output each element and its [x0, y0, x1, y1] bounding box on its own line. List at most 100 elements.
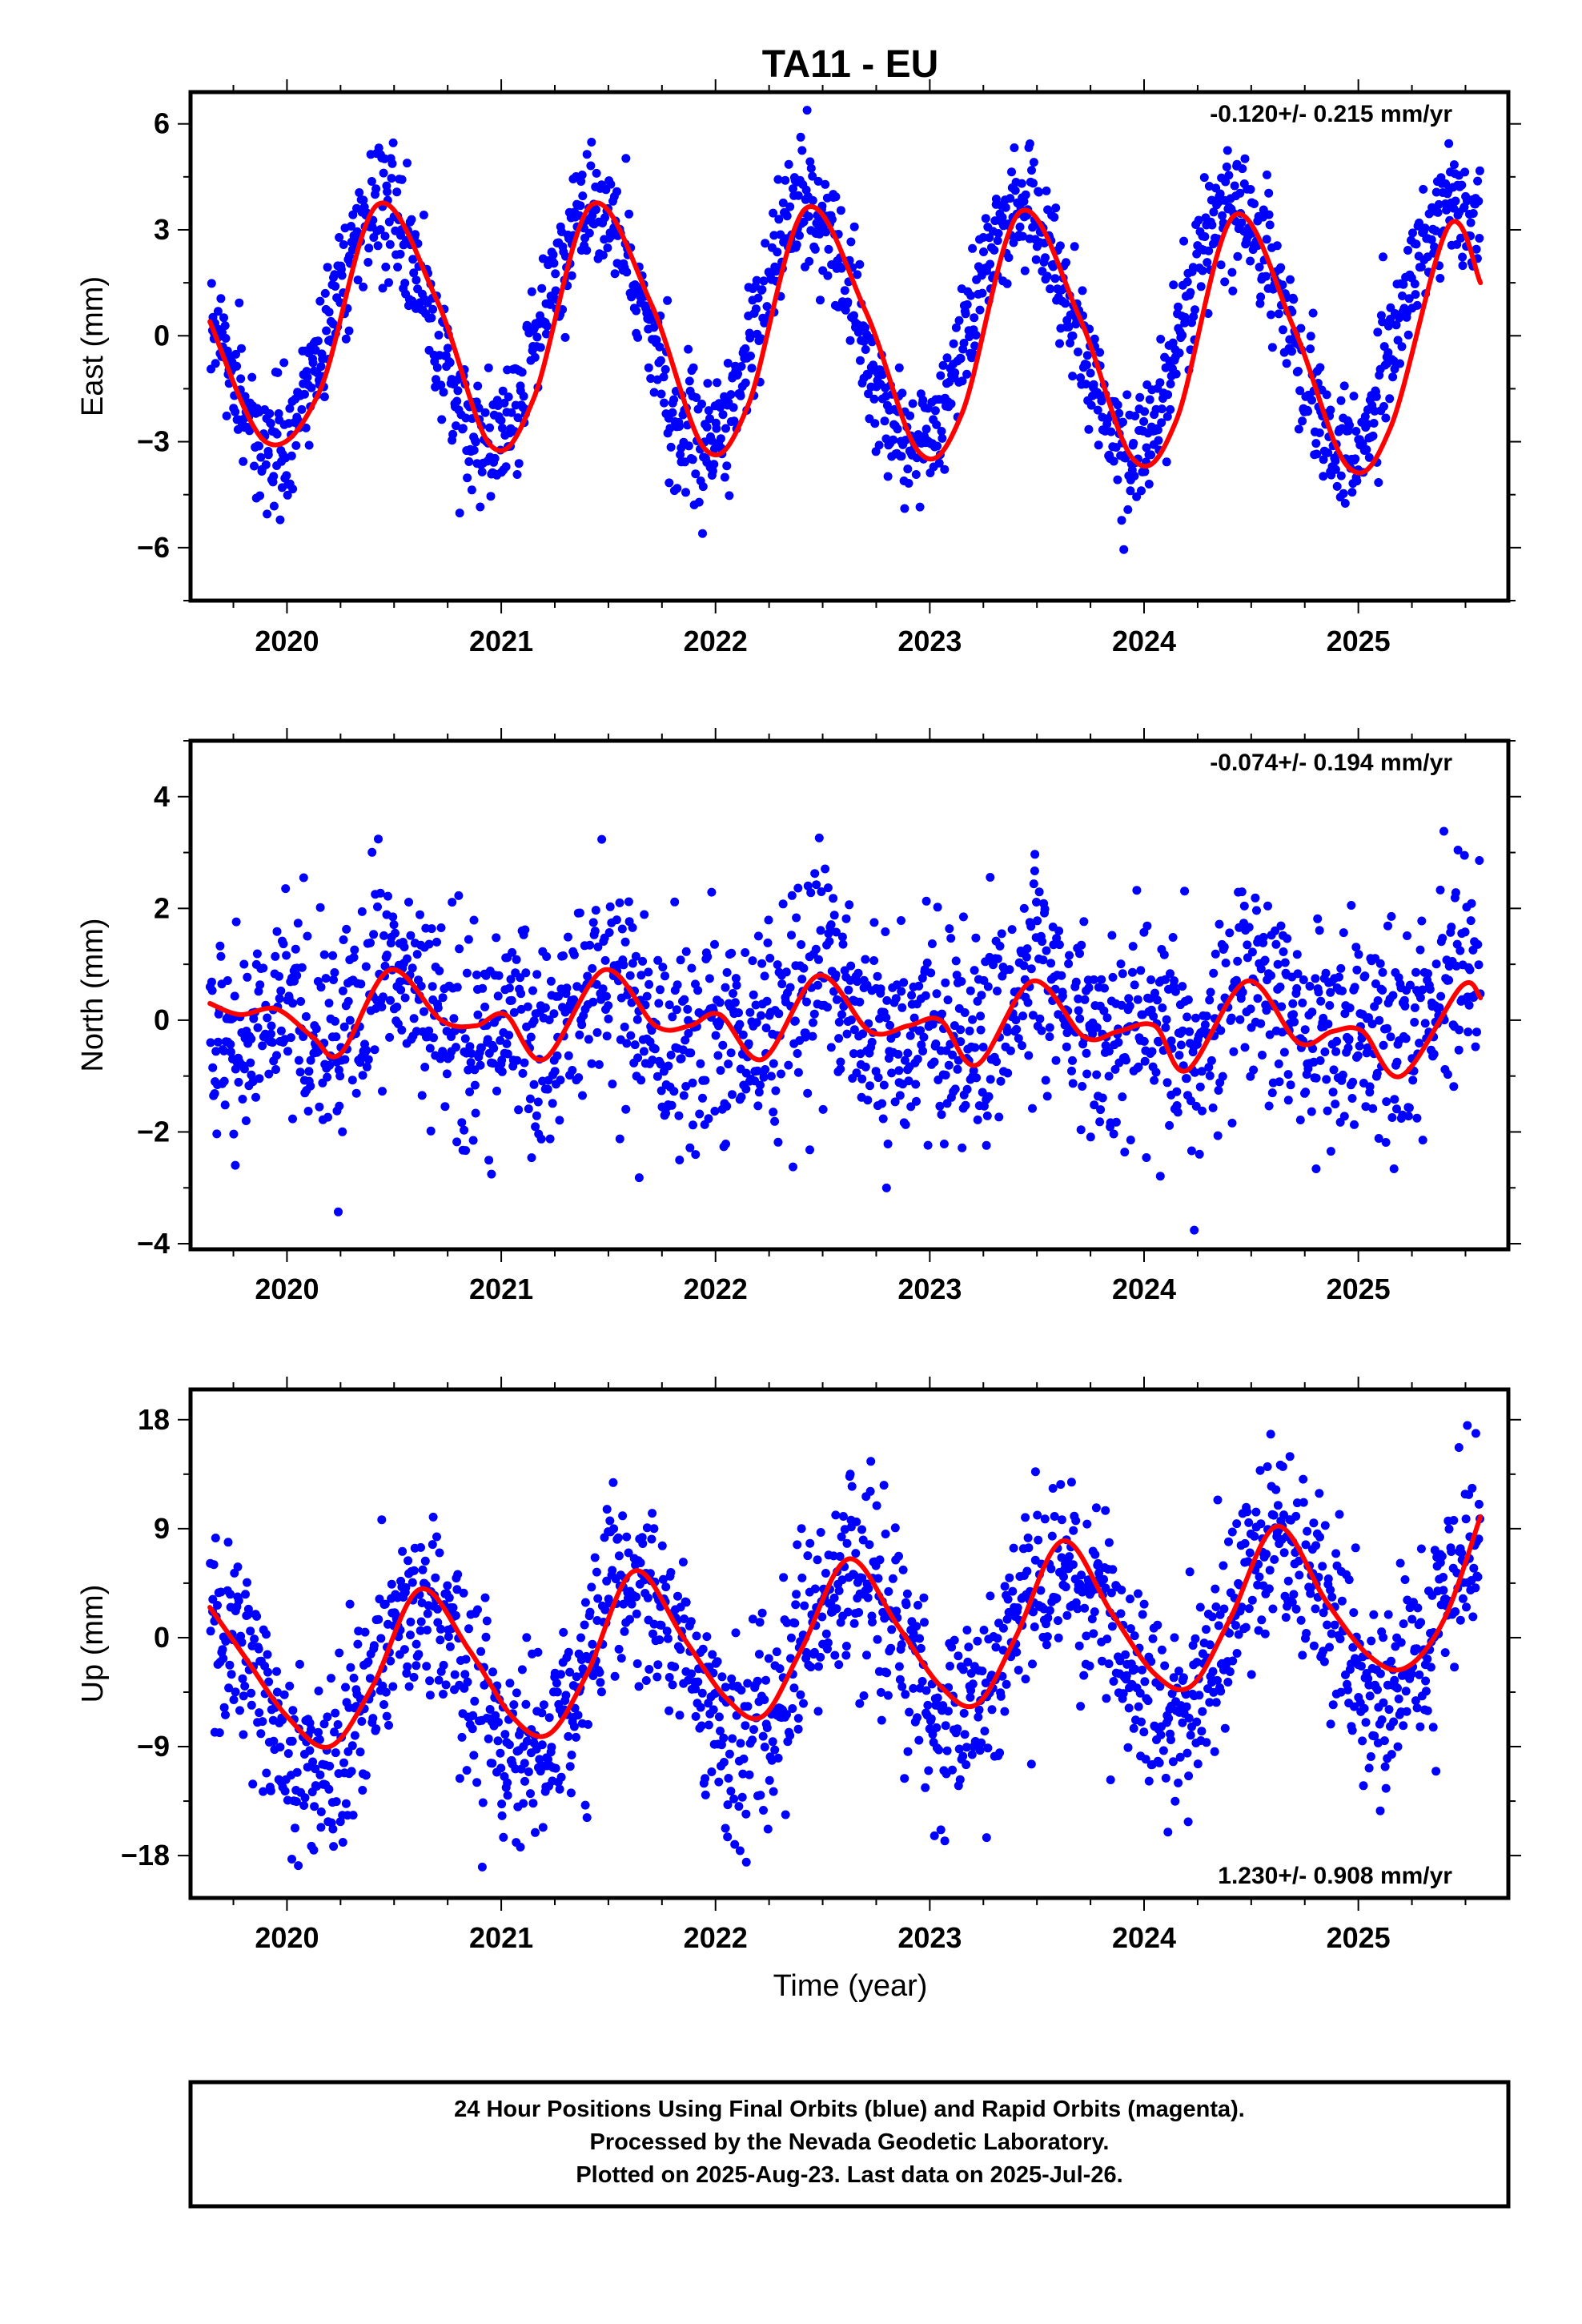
- north-point: [811, 944, 821, 954]
- up-point: [786, 1633, 796, 1642]
- north-point: [207, 977, 216, 987]
- north-point: [331, 1016, 339, 1026]
- north-point: [301, 1011, 311, 1021]
- north-point: [1134, 1062, 1143, 1072]
- north-y-tick-label: −2: [137, 1115, 170, 1148]
- up-point: [564, 1731, 573, 1741]
- up-point: [593, 1594, 603, 1603]
- east-point: [219, 313, 228, 323]
- east-point: [1410, 279, 1419, 288]
- north-point: [617, 924, 627, 934]
- north-point: [255, 980, 265, 990]
- up-point: [731, 1628, 741, 1638]
- north-point: [952, 971, 962, 980]
- north-point: [516, 989, 526, 999]
- north-point: [658, 963, 668, 972]
- north-point: [251, 1092, 260, 1102]
- north-point: [778, 899, 788, 909]
- east-point: [1340, 499, 1350, 508]
- up-point: [1188, 1641, 1198, 1651]
- up-point: [254, 1644, 263, 1654]
- east-point: [1263, 170, 1271, 179]
- north-point: [644, 967, 653, 977]
- up-point: [496, 1748, 505, 1758]
- up-point: [1115, 1656, 1125, 1666]
- up-point: [211, 1534, 220, 1542]
- north-point: [1418, 1136, 1427, 1145]
- north-point: [1298, 998, 1307, 1007]
- up-point: [1129, 1723, 1138, 1733]
- north-point: [1090, 1100, 1099, 1110]
- north-point: [295, 1068, 305, 1077]
- up-point: [595, 1667, 604, 1677]
- north-point: [1431, 959, 1441, 969]
- east-point: [729, 416, 739, 426]
- east-point: [1267, 310, 1275, 320]
- north-point: [1271, 939, 1281, 949]
- up-point: [687, 1669, 697, 1679]
- north-point: [1293, 969, 1303, 979]
- up-point: [793, 1714, 803, 1723]
- east-point: [353, 275, 363, 285]
- east-point: [363, 258, 373, 267]
- east-point: [1442, 205, 1452, 215]
- east-point: [785, 202, 795, 211]
- north-point: [1392, 1057, 1402, 1067]
- up-point: [954, 1651, 963, 1661]
- north-point: [1300, 1025, 1310, 1035]
- north-point: [873, 971, 882, 981]
- up-point: [355, 1747, 365, 1757]
- east-point: [1042, 186, 1051, 195]
- up-point: [834, 1660, 844, 1670]
- north-point: [777, 979, 787, 989]
- east-point: [392, 187, 402, 197]
- up-point: [859, 1691, 869, 1700]
- north-point: [961, 1100, 970, 1110]
- up-point: [1122, 1671, 1131, 1680]
- east-point: [297, 404, 307, 414]
- north-point: [695, 1109, 705, 1119]
- up-point: [478, 1798, 488, 1807]
- up-point: [782, 1618, 792, 1627]
- north-point: [520, 925, 530, 935]
- east-point: [307, 383, 316, 392]
- up-point: [1061, 1582, 1070, 1592]
- north-point: [454, 891, 464, 900]
- east-point: [373, 241, 383, 251]
- north-point: [1464, 1027, 1473, 1037]
- north-point: [1162, 1015, 1171, 1024]
- east-point: [1473, 176, 1483, 186]
- north-point: [478, 983, 488, 993]
- up-point: [1181, 1690, 1191, 1699]
- north-point: [653, 955, 663, 965]
- up-point: [792, 1590, 801, 1599]
- north-point: [993, 954, 1002, 963]
- east-point: [383, 187, 392, 196]
- north-x-tick-label: 2021: [469, 1273, 533, 1305]
- up-point: [1219, 1604, 1229, 1614]
- up-point: [1247, 1595, 1257, 1605]
- east-point: [806, 163, 816, 173]
- east-point: [1199, 173, 1209, 183]
- up-point: [973, 1636, 982, 1646]
- east-point: [808, 195, 817, 205]
- north-point: [879, 1080, 889, 1090]
- east-point: [737, 362, 746, 371]
- up-point: [932, 1723, 942, 1732]
- north-point: [1352, 965, 1362, 975]
- up-point: [1139, 1599, 1149, 1609]
- north-point: [588, 918, 598, 927]
- east-point: [1363, 420, 1372, 429]
- north-point: [892, 980, 901, 990]
- north-point: [837, 932, 847, 942]
- east-point: [697, 400, 706, 408]
- east-point: [1420, 223, 1430, 233]
- north-point: [1092, 1023, 1102, 1032]
- east-point: [1179, 236, 1189, 246]
- north-point: [1219, 943, 1229, 951]
- up-point: [432, 1532, 441, 1542]
- north-point: [436, 923, 446, 932]
- east-point: [646, 374, 656, 384]
- north-point: [1002, 1027, 1012, 1036]
- north-point: [1058, 991, 1067, 1001]
